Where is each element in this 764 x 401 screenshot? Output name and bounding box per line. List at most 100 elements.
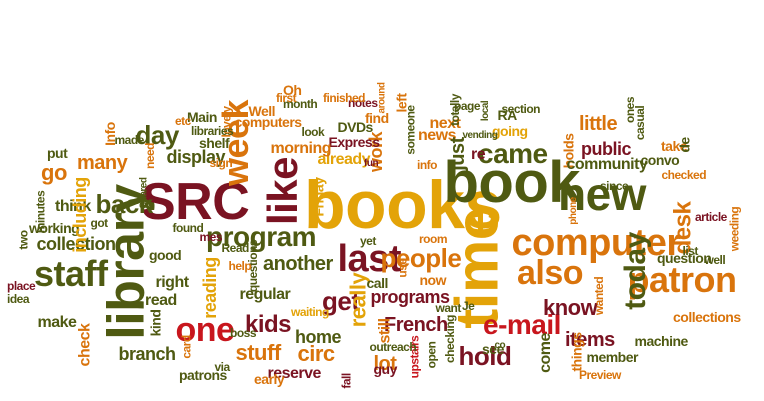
- word-french: French: [384, 314, 448, 336]
- word-express: Express: [328, 134, 380, 150]
- word-come: come: [536, 333, 554, 373]
- word-collection: collection: [36, 234, 117, 254]
- word-weeding: weeding: [726, 206, 741, 252]
- word-read: read: [145, 292, 177, 309]
- word-know: know: [543, 295, 598, 320]
- word-around: around: [375, 82, 387, 114]
- word-want: want: [435, 301, 462, 315]
- word-someone: someone: [403, 105, 418, 155]
- word-items: items: [565, 329, 615, 351]
- word-mes: mes: [199, 230, 223, 244]
- word-totally: totally: [447, 94, 462, 126]
- word-found: found: [172, 221, 204, 235]
- word-look: look: [301, 125, 325, 139]
- word-friday: Friday: [310, 177, 327, 217]
- word-lot: lot: [373, 353, 397, 375]
- word-guy: guy: [373, 361, 398, 377]
- word-call: call: [366, 275, 389, 291]
- word-page: page: [454, 99, 481, 113]
- word-two: two: [16, 230, 31, 250]
- word-minutes: minutes: [32, 190, 47, 234]
- word-back: back: [95, 189, 154, 219]
- word-little: little: [579, 113, 618, 135]
- word-collections: collections: [673, 309, 741, 325]
- word-outreach: outreach: [369, 340, 417, 354]
- word-wanted: wanted: [592, 276, 607, 316]
- word-finished: finished: [323, 91, 366, 105]
- word-place: place: [7, 279, 36, 293]
- word-well: Well: [248, 103, 276, 119]
- word-read: Read: [221, 241, 250, 255]
- word-last: last: [337, 238, 402, 280]
- word-really: really: [344, 272, 370, 328]
- word-fall: fall: [339, 373, 354, 389]
- word-now: now: [419, 272, 447, 288]
- word-people: people: [380, 243, 462, 273]
- word-checked: checked: [661, 168, 707, 182]
- word-dvds: DVDs: [337, 119, 374, 135]
- word-computers: computers: [234, 114, 303, 130]
- word-first: first: [276, 91, 297, 105]
- word-kids: kids: [245, 311, 292, 338]
- word-libraries: libraries: [191, 124, 234, 138]
- word-book: book: [443, 150, 581, 215]
- word-computer: computer: [511, 222, 682, 264]
- word-get: get: [322, 286, 360, 316]
- word-use: use: [395, 258, 410, 278]
- word-phone: phone: [567, 197, 579, 225]
- word-kind: kind: [146, 309, 163, 337]
- word-fun: fun: [364, 158, 379, 169]
- word-question: question: [657, 250, 712, 266]
- word-working: working: [29, 220, 80, 236]
- word-put: put: [47, 145, 68, 161]
- word-program: program: [206, 221, 317, 252]
- word-sign: sign: [209, 156, 233, 170]
- word-like: like: [259, 156, 307, 226]
- word-member: member: [586, 349, 639, 365]
- word-info: info: [417, 158, 438, 172]
- word-made: made: [114, 133, 145, 147]
- word-also: also: [517, 254, 584, 292]
- word-programs: programs: [370, 287, 451, 307]
- word-just: just: [446, 137, 469, 171]
- word-month: month: [283, 97, 318, 111]
- word-books: books: [304, 167, 502, 243]
- word-waiting: waiting: [291, 305, 329, 319]
- word-need: need: [143, 142, 158, 170]
- word-main: Main: [187, 109, 217, 125]
- word-via: via: [214, 360, 231, 374]
- word-already: already: [317, 151, 371, 168]
- word-came: came: [478, 138, 548, 169]
- word-right: right: [155, 274, 190, 291]
- word-card: card: [179, 335, 194, 359]
- word-including: including: [69, 177, 90, 253]
- word-boss: boss: [230, 326, 257, 340]
- word-machine: machine: [634, 333, 689, 349]
- word-staff: staff: [34, 253, 108, 294]
- word-yet: yet: [360, 234, 376, 248]
- word-community: community: [566, 156, 648, 173]
- word-display: display: [166, 147, 226, 167]
- word-another: another: [263, 253, 333, 275]
- word-public: public: [581, 139, 632, 159]
- word-reading: reading: [199, 257, 220, 319]
- word-convo: convo: [640, 152, 680, 168]
- word-things: things: [568, 332, 584, 372]
- word-going: going: [492, 123, 528, 139]
- word-day: day: [135, 120, 180, 150]
- word-stuff: stuff: [235, 340, 282, 365]
- word-notes: notes: [348, 96, 378, 110]
- word-got: got: [90, 216, 109, 230]
- word-news: news: [418, 127, 457, 144]
- word-ones: ones: [623, 96, 638, 124]
- word-shared: Shared: [137, 177, 149, 209]
- word-re: re: [471, 146, 486, 163]
- word-take: take: [661, 138, 688, 154]
- word-checking: checking: [443, 314, 458, 364]
- word-think: think: [55, 198, 91, 215]
- word-e-mail: e-mail: [483, 309, 561, 340]
- word-morning: morning: [270, 140, 332, 157]
- word-home: home: [295, 327, 342, 347]
- word-section: section: [501, 102, 541, 116]
